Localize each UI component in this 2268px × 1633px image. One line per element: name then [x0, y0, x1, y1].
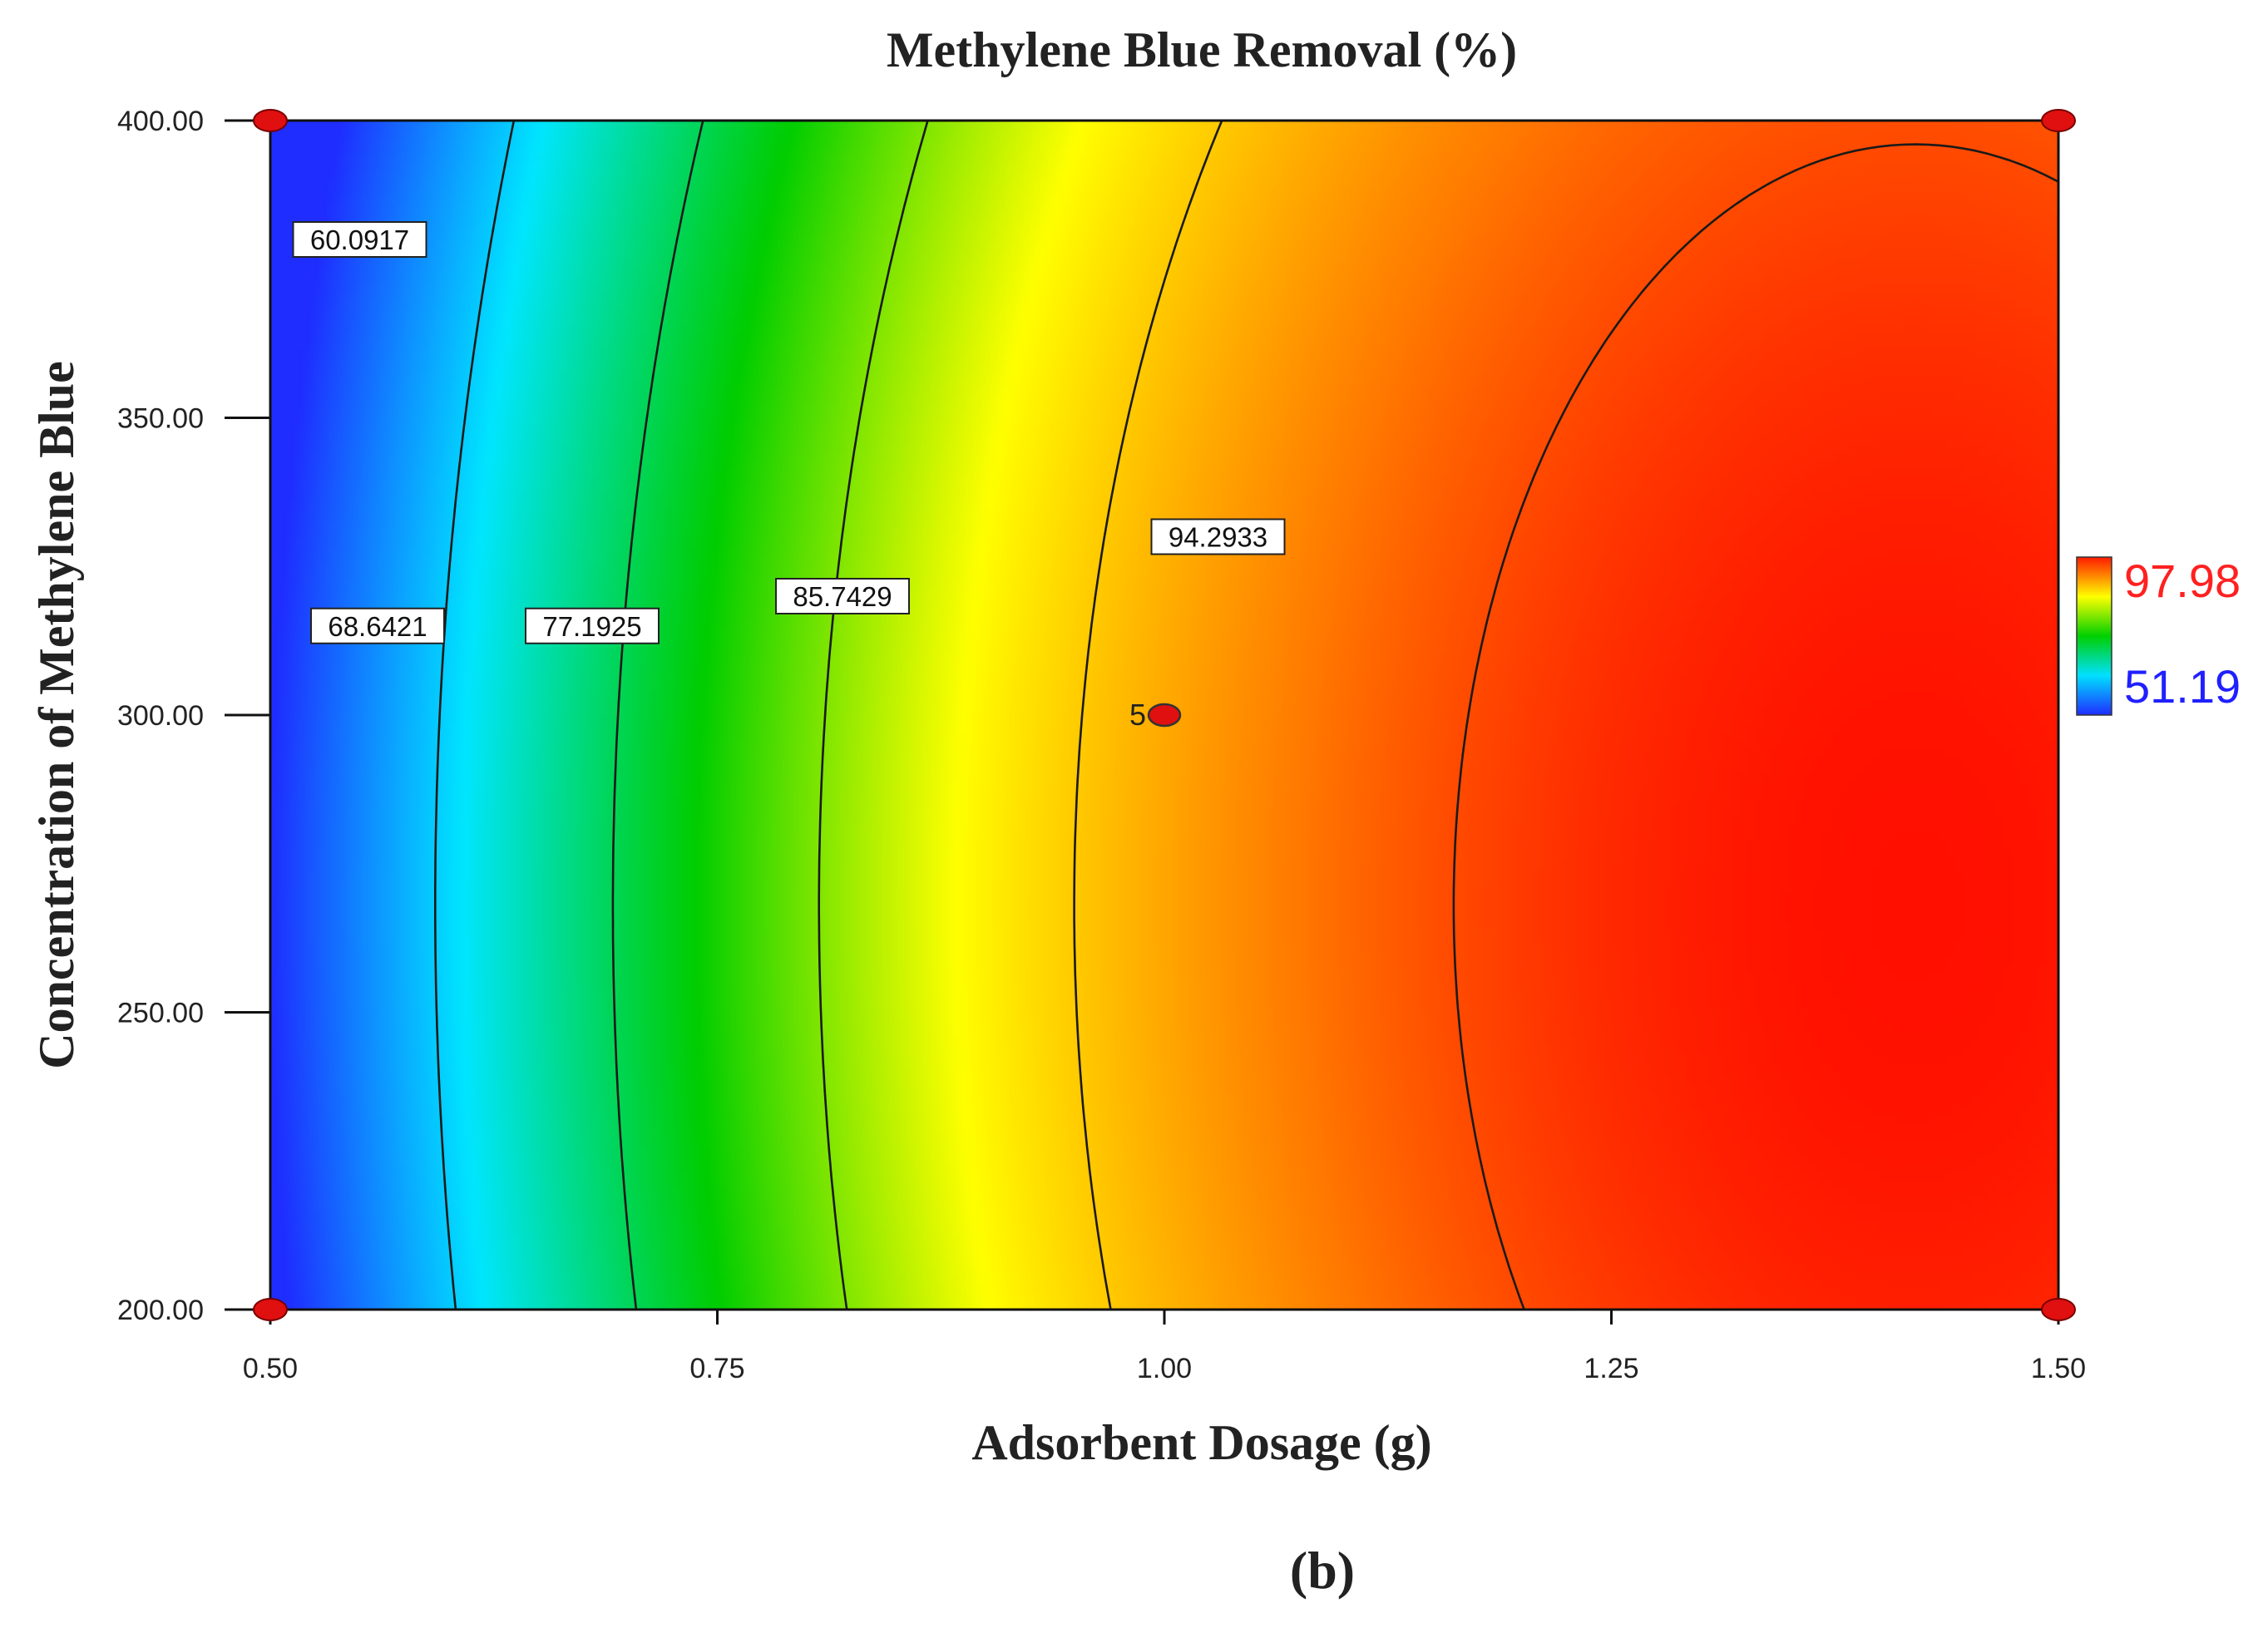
y-tick-label: 350.00 — [117, 403, 204, 435]
x-axis-label: Adsorbent Dosage (g) — [971, 1415, 1431, 1470]
color-legend-max: 97.98 — [2124, 555, 2241, 607]
contour-label: 60.0917 — [292, 221, 427, 258]
y-tick-label: 200.00 — [117, 1295, 204, 1326]
contour-line-5 — [1452, 143, 2058, 1310]
center-point-count: 5 — [1129, 698, 1146, 732]
contour-lines — [434, 121, 2058, 1310]
contour-label: 68.6421 — [310, 607, 445, 644]
y-tick-label: 400.00 — [117, 106, 204, 137]
design-point — [2041, 1298, 2076, 1321]
contour-label-text: 60.0917 — [310, 224, 409, 255]
axis-ticks: 0.50 0.75 1.00 1.25 1.50 200.00 250.00 300.00 35… — [117, 106, 2086, 1384]
color-legend-bar — [2076, 556, 2112, 716]
chart-title: Methylene Blue Removal (%) — [887, 22, 1517, 77]
color-legend-min: 51.19 — [2124, 660, 2241, 713]
contour-label-text: 77.1925 — [542, 611, 641, 642]
contour-line-1 — [434, 121, 516, 1310]
design-point — [253, 109, 288, 132]
contour-label-text: 85.7429 — [793, 581, 892, 612]
design-points: 5 — [253, 109, 2076, 1321]
y-axis-label: Concentration of Methylene Blue — [29, 361, 84, 1069]
design-point — [253, 1298, 288, 1321]
contour-label: 94.2933 — [1150, 518, 1286, 555]
x-tick-label: 1.25 — [1584, 1353, 1638, 1384]
figure-caption: (b) — [1290, 1541, 1355, 1600]
contour-labels: 60.0917 68.6421 77.1925 85.7429 94.2933 — [292, 221, 1286, 644]
x-tick-label: 0.75 — [689, 1353, 744, 1384]
x-tick-label: 1.00 — [1137, 1353, 1192, 1384]
x-tick-label: 0.50 — [243, 1353, 298, 1384]
center-point — [1147, 703, 1182, 728]
y-tick-label: 250.00 — [117, 998, 204, 1029]
design-point — [2041, 109, 2076, 132]
contour-label: 77.1925 — [525, 607, 660, 644]
y-tick-label: 300.00 — [117, 700, 204, 732]
contour-label-text: 94.2933 — [1169, 522, 1267, 553]
contour-label-text: 68.6421 — [328, 611, 427, 642]
contour-line-4 — [1073, 121, 1223, 1310]
x-tick-label: 1.50 — [2031, 1353, 2086, 1384]
contour-label: 85.7429 — [775, 578, 910, 614]
